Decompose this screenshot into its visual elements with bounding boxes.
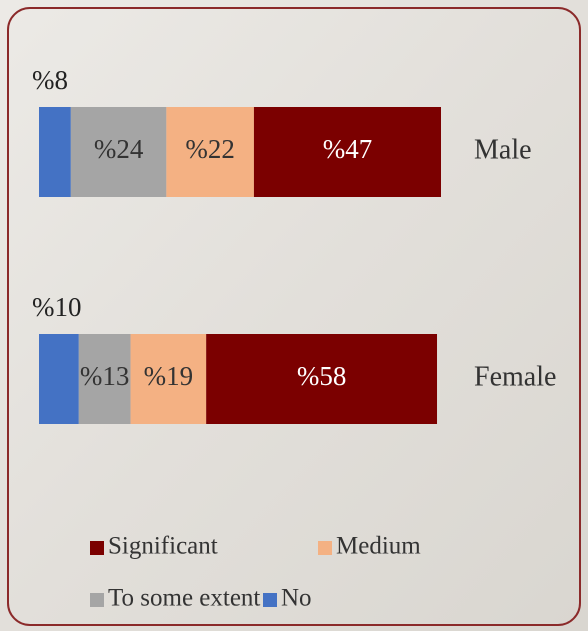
data-label: %13: [80, 361, 130, 391]
data-label: %47: [323, 134, 373, 164]
legend-swatch: [318, 541, 332, 555]
category-label: Female: [474, 361, 556, 392]
bar-segment: [39, 334, 79, 424]
legend-label: Significant: [108, 533, 218, 560]
data-label: %10: [32, 292, 82, 322]
legend-label: Medium: [336, 533, 421, 560]
bar-segment: [39, 107, 71, 197]
bar-segment: [130, 334, 207, 424]
category-label: Male: [474, 134, 532, 165]
data-label: %19: [144, 361, 194, 391]
legend-swatch: [263, 593, 277, 607]
legend-label: No: [281, 585, 312, 612]
data-label: %22: [185, 134, 235, 164]
data-label: %8: [32, 65, 68, 95]
bar-segment: [70, 107, 167, 197]
legend-swatch: [90, 593, 104, 607]
data-label: %24: [94, 134, 144, 164]
bar-segment: [253, 107, 441, 197]
frame: [7, 7, 581, 626]
bar-segment: [166, 107, 254, 197]
bar-segment: [78, 334, 131, 424]
legend-label: To some extent: [108, 585, 260, 612]
data-label: %58: [297, 361, 347, 391]
legend-swatch: [90, 541, 104, 555]
bar-segment: [206, 334, 438, 424]
